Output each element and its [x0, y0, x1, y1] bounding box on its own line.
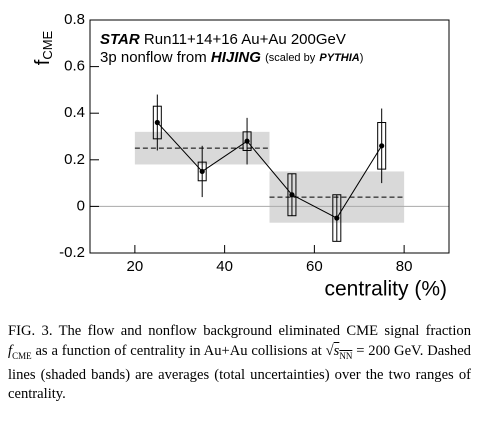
annotation: (scaled by	[265, 52, 316, 64]
chart: STAR Run11+14+16 Au+Au 200GeV 3p nonflow…	[32, 11, 450, 301]
y-axis-label: f	[32, 59, 54, 65]
y-tick-label: 0.2	[64, 151, 85, 168]
x-tick-label: 60	[306, 258, 323, 275]
annotation: )	[360, 52, 364, 64]
caption-text: FIG. 3.	[8, 323, 53, 339]
data-point	[379, 143, 385, 149]
sys-error-box	[287, 173, 297, 217]
caption-text: = 200 GeV. Dashed lines (shaded bands) a…	[8, 342, 471, 403]
data-point	[289, 192, 295, 198]
y-tick-label: 0.4	[64, 104, 85, 121]
x-axis-label: centrality (%)	[324, 278, 447, 301]
sys-error-box	[377, 122, 387, 170]
caption-text: CME	[12, 350, 32, 361]
caption-text: f	[8, 342, 13, 359]
plot-frame	[89, 19, 450, 254]
annotation: STAR Run11+14+16 Au+Au 200GeV	[100, 31, 346, 48]
connecting-line	[156, 122, 383, 219]
x-tick-label: 80	[396, 258, 413, 275]
x-tick-label: 40	[216, 258, 233, 275]
y-axis-label: fCME	[32, 30, 55, 65]
caption-text: as a function of centrality in Au+Au col…	[35, 342, 322, 359]
y-tick-label: 0	[77, 197, 85, 214]
caption: FIG. 3. The flow and nonflow background …	[8, 322, 471, 405]
y-axis-label: CME	[40, 30, 55, 59]
x-tick-label: 20	[127, 258, 144, 275]
y-tick-label: 0.8	[64, 11, 85, 28]
sys-error-box	[152, 105, 162, 140]
caption-text: √	[325, 342, 334, 359]
annotation: 3p nonflow from HIJING (scaled by PYTHIA…	[100, 49, 363, 66]
sys-error-box	[332, 194, 342, 242]
caption-text: s	[333, 342, 340, 359]
annotation: 3p nonflow from	[100, 49, 207, 66]
sys-error-box	[242, 131, 252, 151]
caption-text: NN	[339, 350, 353, 361]
annotation: Run11+14+16 Au+Au 200GeV	[144, 31, 346, 48]
caption-text: The flow and nonflow background eliminat…	[58, 323, 471, 339]
y-tick-label: 0.6	[64, 58, 85, 75]
sys-error-box	[197, 161, 207, 182]
annotation: STAR	[100, 31, 140, 48]
data-point	[154, 119, 160, 126]
annotation: PYTHIA	[319, 52, 359, 64]
data-point	[334, 215, 340, 221]
data-point	[199, 168, 205, 175]
data-point	[244, 138, 250, 144]
y-tick-label: -0.2	[59, 244, 85, 261]
annotation: HIJING	[211, 49, 261, 66]
